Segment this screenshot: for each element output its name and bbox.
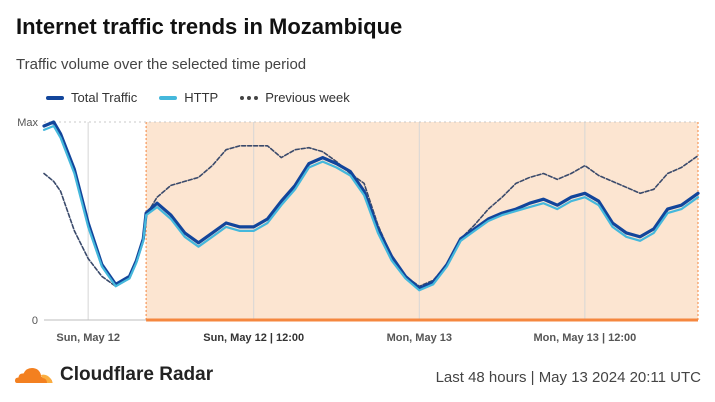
y-tick-label-zero: 0 <box>32 315 38 327</box>
legend-label-http: HTTP <box>184 90 219 105</box>
legend-item-previous[interactable]: Previous week <box>240 90 350 105</box>
legend-swatch-http <box>159 95 178 100</box>
time-range-label: Last 48 hours | May 13 2024 20:11 UTC <box>435 369 701 386</box>
legend-item-total[interactable]: Total Traffic <box>46 90 137 105</box>
chart-subtitle: Traffic volume over the selected time pe… <box>16 56 307 73</box>
x-tick-label: Sun, May 12 | 12:00 <box>203 332 304 344</box>
x-tick-label: Sun, May 12 <box>56 332 120 344</box>
y-tick-label-max: Max <box>17 117 38 129</box>
legend-swatch-total <box>46 95 64 100</box>
series-http-line <box>42 124 700 292</box>
brand-name: Cloudflare Radar <box>60 364 214 385</box>
cloudflare-logo: Cloudflare Radar <box>14 364 213 386</box>
traffic-line-chart: Max 0 Sun, May 12 Sun, May 12 | 12:00 Mon, M… <box>17 117 700 344</box>
legend-label-previous: Previous week <box>265 90 350 105</box>
legend-label-total: Total Traffic <box>71 90 138 105</box>
chart-legend: Total Traffic HTTP Previous week <box>46 90 350 105</box>
legend-item-http[interactable]: HTTP <box>159 90 218 105</box>
chart-title: Internet traffic trends in Mozambique <box>16 14 403 39</box>
x-tick-label: Mon, May 13 | 12:00 <box>533 332 636 344</box>
selection-range-bar <box>146 318 699 322</box>
cloudflare-cloud-icon <box>15 368 53 383</box>
legend-swatch-previous <box>240 95 259 100</box>
x-tick-label: Mon, May 13 <box>387 332 452 344</box>
